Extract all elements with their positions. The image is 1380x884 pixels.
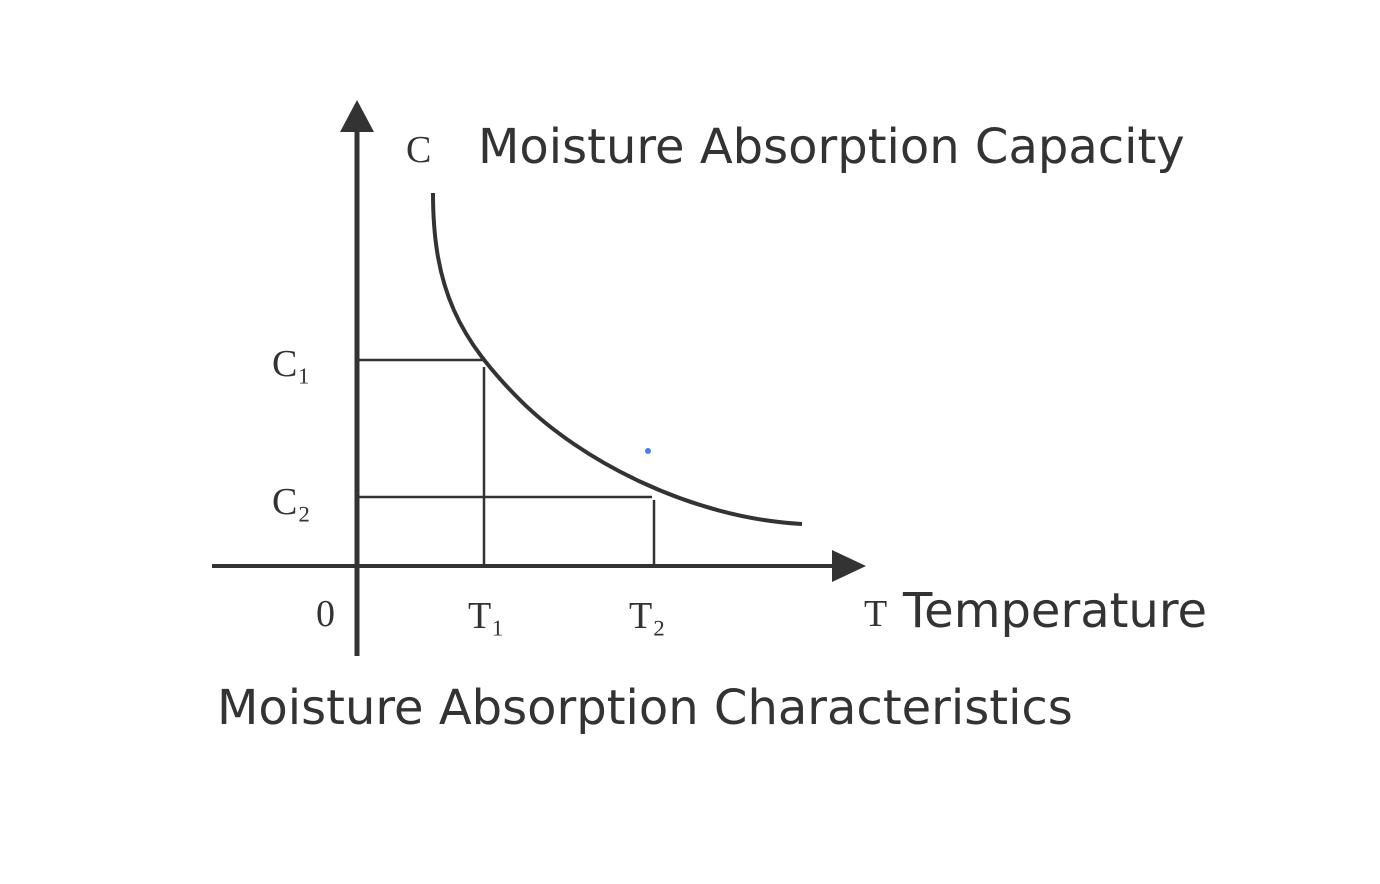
y-symbol: C	[406, 129, 431, 171]
c2-label: C₂	[272, 481, 311, 523]
y-axis-arrow	[340, 100, 374, 132]
y-axis-title: Moisture Absorption Capacity	[478, 119, 1185, 175]
caption: Moisture Absorption Characteristics	[217, 680, 1073, 736]
t1-label: T₁	[468, 595, 504, 637]
origin-label: 0	[316, 593, 335, 635]
t2-label: T₂	[629, 595, 665, 637]
x-symbol: T	[864, 593, 887, 635]
cursor-dot	[645, 448, 651, 454]
x-axis-title: Temperature	[902, 583, 1207, 639]
x-axis-arrow	[832, 550, 866, 582]
c1-label: C₁	[272, 343, 311, 385]
capacity-curve	[431, 192, 803, 526]
